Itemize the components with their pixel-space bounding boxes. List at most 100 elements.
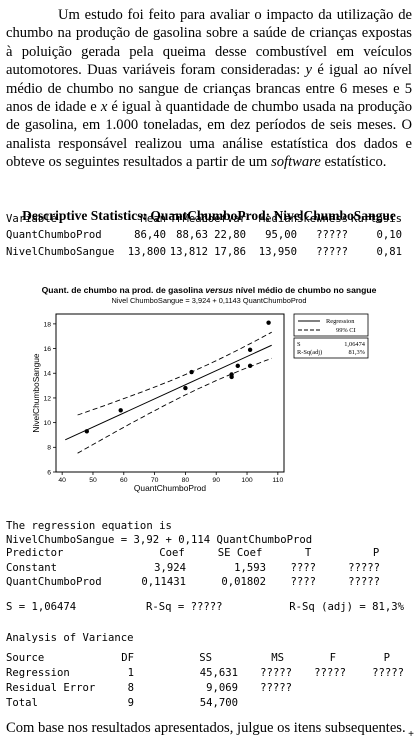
corner-mark: + (408, 729, 414, 740)
anova-cell: ????? (260, 667, 292, 679)
chart-title-part: versus (205, 285, 233, 295)
desc-header-row: Variable Mean TrMean CoefVar Median Skewness K… (0, 213, 418, 227)
desc-cell: 13,800 (127, 246, 166, 258)
plot-frame (55, 313, 285, 473)
data-point (183, 385, 188, 391)
desc-cell: Variable (6, 213, 58, 225)
desc-cell: TrMean (169, 213, 208, 225)
anova-cell: ????? (260, 682, 292, 694)
data-point (84, 429, 90, 434)
intro-text-run: é igual ao nível médio de chumbo no sang… (6, 62, 412, 116)
predictor-cell: ????? (348, 576, 380, 588)
fit-rsq-value: 81,3% (348, 349, 365, 356)
predictor-cell: ????? (348, 562, 380, 574)
desc-cell: NivelChumboSangue (6, 246, 115, 258)
predictor-header-row: Predictor Coef SE Coef T P (0, 547, 418, 561)
anova-cell: Total (6, 697, 38, 709)
legend-regression-label: Regression (326, 318, 355, 325)
intro-text-run: é igual à quantidade de chumbo usada na … (6, 99, 412, 171)
anova-cell: 8 (127, 682, 134, 694)
intro-italic-run: software (271, 154, 321, 171)
x-tick-label: 80 (182, 477, 190, 484)
anova-cell: ????? (314, 667, 346, 679)
anova-header: F (329, 652, 336, 664)
desc-cell: Skewness (296, 213, 348, 225)
predictor-row: Constant 3,924 1,593????????? (0, 562, 418, 576)
intro-italic-run: x (100, 99, 108, 116)
equation-title: The regression equation is (6, 520, 172, 532)
anova-cell: 54,700 (199, 697, 238, 709)
desc-cell: ????? (316, 229, 348, 241)
anova-row: Total 9 54,700 (0, 697, 418, 711)
predictor-cell: 0,11431 (141, 576, 186, 588)
desc-cell: 0,10 (376, 229, 402, 241)
desc-cell: 0,81 (376, 246, 402, 258)
y-tick-label: 6 (47, 469, 51, 476)
fit-s-label: S (297, 341, 301, 348)
predictor-cell: 1,593 (234, 562, 266, 574)
y-tick-label: 16 (43, 346, 51, 353)
desc-cell: 13,812 (169, 246, 208, 258)
predictor-row: QuantChumboProd 0,11431 0,01802????????? (0, 576, 418, 590)
data-point (118, 408, 123, 413)
predictor-header: T (304, 547, 312, 559)
anova-header-row: Source DF SS MS F P (0, 652, 418, 666)
intro-italic-run: y (305, 62, 312, 79)
x-tick-label: 50 (89, 477, 97, 484)
intro-text-run: Um estudo foi feito para avaliar o impac… (6, 7, 412, 79)
anova-row: Regression 1 45,631??????????????? (0, 667, 418, 681)
ci-lower-band (77, 357, 272, 454)
desc-cell: Median (258, 213, 297, 225)
legend-ci-label: 99% CI (336, 327, 356, 334)
scatter-plot-svg: Quant. de chumbo na prod. de gasolina ve… (31, 285, 377, 493)
data-point (235, 363, 240, 369)
predictor-cell: 0,01802 (221, 576, 266, 588)
chart-title-part: nível médio de chumbo no sangue (233, 285, 376, 295)
r-squared-adj: R-Sq (adj) = 81,3% (289, 601, 404, 613)
x-tick-label: 100 (241, 477, 253, 484)
desc-cell: Kurtosis (350, 213, 402, 225)
data-point (229, 372, 234, 377)
desc-cell: 88,63 (176, 229, 208, 241)
predictor-cell: ???? (290, 562, 316, 574)
anova-cell: 9,069 (206, 682, 238, 694)
desc-data-row: QuantChumboProd 86,40 88,63 22,80 95,00?????… (0, 229, 418, 243)
ci-upper-band (77, 331, 272, 416)
anova-header: MS (271, 652, 284, 664)
x-axis-label: QuantChumboProd (134, 483, 207, 493)
descriptive-stats-title: Descriptive Statistics: QuantChumboProd;… (22, 208, 396, 223)
anova-cell: Regression (6, 667, 70, 679)
desc-data-row: NivelChumboSangue 13,800 13,812 17,86 13,950… (0, 246, 418, 260)
y-tick-label: 12 (43, 395, 51, 402)
chart-title: Quant. de chumbo na prod. de gasolina ve… (42, 285, 377, 295)
anova-row: Residual Error 8 9,069????? (0, 682, 418, 696)
regression-chart: Quant. de chumbo na prod. de gasolina ve… (6, 282, 412, 500)
desc-cell: Mean (140, 213, 166, 225)
footer-instruction: Com base nos resultados apresentados, ju… (6, 720, 406, 736)
x-tick-label: 110 (272, 477, 283, 484)
y-tick-label: 18 (43, 321, 51, 328)
y-axis-label: NivelChumboSangue (31, 353, 41, 432)
fit-stats-row: S = 1,06474 R-Sq = ????? R-Sq (adj) = 81,3… (0, 601, 418, 615)
desc-cell: 22,80 (214, 229, 246, 241)
anova-title-row: Analysis of Variance (0, 632, 418, 646)
anova-header: P (383, 652, 390, 664)
regression-equation: NivelChumboSangue = 3,92 + 0,114 QuantCh… (6, 534, 313, 546)
y-tick-label: 10 (43, 420, 51, 427)
chart-subtitle: Nivel ChumboSangue = 3,924 + 0,1143 Quan… (111, 296, 306, 305)
data-point (247, 347, 253, 352)
anova-cell: Residual Error (6, 682, 96, 694)
intro-text-run: estatístico. (320, 154, 387, 171)
desc-cell: ????? (316, 246, 348, 258)
desc-cell: CoefVar (201, 213, 246, 225)
regression-line (65, 344, 272, 441)
predictor-header: P (372, 547, 380, 559)
std-error-s: S = 1,06474 (6, 601, 77, 613)
anova-cell: ????? (372, 667, 404, 679)
fit-rsq-label: R-Sq(adj) (297, 349, 322, 356)
desc-cell: 13,950 (258, 246, 297, 258)
predictor-cell: Constant (6, 562, 58, 574)
legend-box (293, 313, 369, 337)
predictor-cell: ???? (290, 576, 316, 588)
equation-title-row: The regression equation is (0, 520, 418, 534)
